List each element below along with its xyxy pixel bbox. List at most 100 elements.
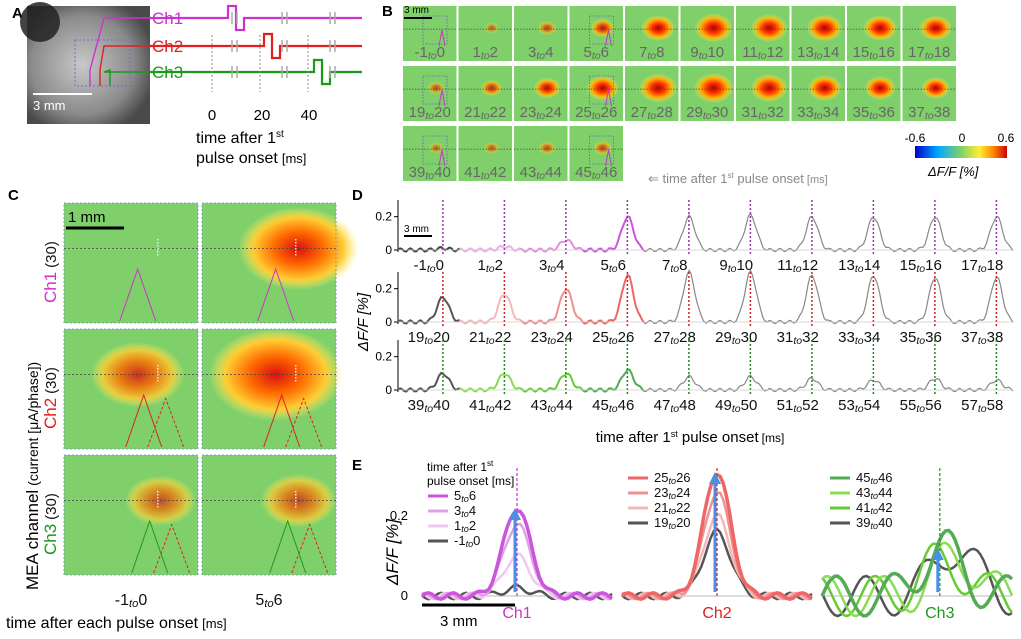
b-scale-bar-label: 3 mm [404,5,429,16]
e-legend-label-23-to-24: 23to24 [654,485,691,501]
b-frame-label: 3to4 [528,44,553,62]
d-trace-49-to-50 [705,374,768,393]
d-trace-7-to-8 [643,214,706,253]
d-trace-39-to-40 [397,371,460,393]
b-colorbar: -0.6 0 0.6 ΔF/F [%] [905,131,1015,179]
c-image-ch1--1-to-0 [63,202,199,324]
a-channel-traces [89,4,362,86]
b-frame-13-to-14: 13to14 [791,6,845,62]
c-col-label: -1to0 [115,592,148,610]
panel-e-label: E [352,457,362,474]
e-trace-41-to-42 [821,542,1014,618]
e-trace-21-to-22 [621,512,813,601]
d-trace-33-to-34 [828,276,891,325]
b-frame-15-to-16: 15to16 [847,6,901,62]
d-trace-1-to-2 [459,244,522,253]
b-frame--1-to-0: -1to0 [403,6,457,62]
d-label-49-to-50: 49to50 [715,397,757,415]
b-frame-23-to-24: 23to24 [514,66,568,122]
d-trace-25-to-26 [581,273,645,325]
b-frame-29-to-30: 29to30 [680,66,734,122]
b-frame-label: 21to22 [464,104,506,122]
e-legend-label-3-to-4: 3to4 [454,503,476,519]
a-tick-20: 20 [254,107,271,124]
b-frame-37-to-38: 37to38 [902,66,956,122]
a-pulse-trace-ch1 [150,4,362,32]
d-trace-17-to-18 [951,216,1014,253]
d-trace-15-to-16 [889,217,952,253]
d-label-9-to-10: 9to10 [719,257,753,275]
b-frame-9-to-10: 9to10 [680,6,734,62]
d-label-7-to-8: 7to8 [662,257,687,275]
b-frame-33-to-34: 33to34 [791,66,845,122]
a-xlabel-line1: time after 1st [196,129,284,147]
cbar-tick-min: -0.6 [905,131,926,145]
svg-text:Ch3(30): Ch3(30) [41,493,60,555]
d-trace-11-to-12 [766,216,829,253]
b-frame-label: 1to2 [473,44,498,62]
d-trace-31-to-32 [766,274,829,325]
b-frame-label: 9to10 [690,44,724,62]
e-legend-title-1: time after 1st [427,459,494,474]
c-image-grid [63,202,359,576]
d-ytick: 0.2 [375,282,392,296]
d-trace-41-to-42 [459,373,522,393]
b-frame-7-to-8: 7to8 [625,6,679,62]
d-label-43-to-44: 43to44 [531,397,573,415]
a-time-axis: 0 20 40 [208,35,317,124]
b-frame-label: 33to34 [797,104,839,122]
a-label-ch3: Ch3 [152,63,183,82]
d-trace-47-to-48 [643,374,706,393]
a-scale-bar-label: 3 mm [33,98,66,113]
d-label-1-to-2: 1to2 [478,257,503,275]
d-trace-51-to-52 [766,376,829,393]
b-frame-label: 17to18 [908,44,950,62]
b-frame-label: 13to14 [797,44,839,62]
d-label-45-to-46: 45to46 [592,397,634,415]
d-row-2: 0 0.2 19to20 21to22 23to24 25to26 27to28 29to30… [375,269,1014,347]
e-legend-label-1-to-2: 1to2 [454,518,476,534]
a-electrode-lead-ch3 [103,69,150,86]
c-col-label: 5to6 [255,592,282,610]
b-frame-27-to-28: 27to28 [625,66,679,122]
panel-a-label: A [12,5,23,22]
e-trace-23-to-24 [621,491,813,601]
e-channel-label-ch1: Ch1 [502,605,531,622]
d-trace-23-to-24 [520,288,584,325]
d-scale-bar-label: 3 mm [404,224,429,235]
panel-e: E ΔF/F [%] 0 0.2 time after 1st pulse on… [352,457,1014,630]
d-label-53-to-54: 53to54 [838,397,880,415]
e-trace-39-to-40 [820,547,1013,618]
d-label-35-to-36: 35to36 [900,329,942,347]
c-row-labels: Ch1(30) Ch2(30) Ch3(30) [41,241,60,555]
e-ylabel: ΔF/F [%] [383,518,402,586]
b-frame-label: 41to42 [464,164,506,182]
d-trace-53-to-54 [828,379,891,393]
b-frame-25-to-26: 25to26 [569,66,623,122]
e-legend-label-39-to-40: 39to40 [856,515,893,531]
a-label-ch1: Ch1 [152,9,183,28]
d-label-13-to-14: 13to14 [838,257,880,275]
d-label-31-to-32: 31to32 [777,329,819,347]
d-trace-27-to-28 [643,269,706,325]
b-frame-5-to-6: 5to6 [569,6,623,62]
d-label-47-to-48: 47to48 [654,397,696,415]
d-trace-19-to-20 [397,295,460,325]
d-label-57-to-58: 57to58 [961,397,1003,415]
b-frame-label: 45to46 [575,164,617,182]
b-frame-45-to-46: 45to46 [569,126,623,182]
c-image-ch3--1-to-0 [63,454,199,576]
b-frame-label: 43to44 [520,164,562,182]
d-label-39-to-40: 39to40 [408,397,450,415]
d-label-29-to-30: 29to30 [715,329,757,347]
d-trace-9-to-10 [705,212,768,253]
e-legend-title-2: pulse onset [ms] [427,474,514,488]
d-xlabel: time after 1st pulse onset [ms] [596,429,785,446]
d-ytick: 0 [385,383,392,397]
d-ytick: 0 [385,243,392,257]
d-ytick: 0.2 [375,350,392,364]
b-frame-label: 31to32 [742,104,784,122]
d-label-21-to-22: 21to22 [469,329,511,347]
